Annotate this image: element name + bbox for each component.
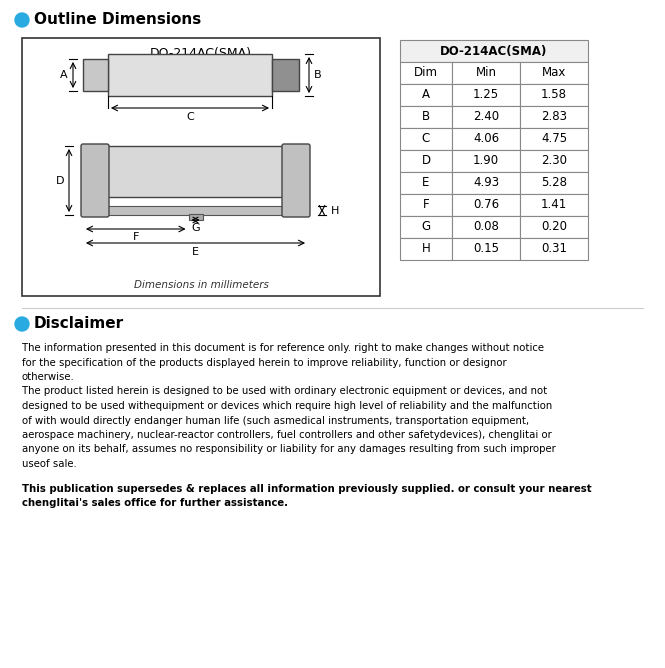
Text: G: G	[192, 223, 200, 233]
Text: 0.20: 0.20	[541, 220, 567, 234]
Bar	[400, 216, 452, 238]
Bar	[400, 40, 588, 62]
Text: designed to be used withequipment or devices which require high level of reliabi: designed to be used withequipment or dev…	[22, 401, 552, 411]
FancyBboxPatch shape	[81, 144, 109, 217]
Bar	[452, 150, 520, 172]
Text: D: D	[422, 154, 430, 168]
Bar	[520, 128, 588, 150]
Text: 4.93: 4.93	[473, 176, 499, 190]
Text: 5.28: 5.28	[541, 176, 567, 190]
Text: aerospace machinery, nuclear-reactor controllers, fuel controllers and other saf: aerospace machinery, nuclear-reactor con…	[22, 430, 552, 440]
Text: Min: Min	[475, 67, 497, 79]
Text: 0.08: 0.08	[473, 220, 499, 234]
Text: 0.76: 0.76	[473, 198, 499, 212]
Text: F: F	[132, 232, 139, 242]
Bar	[272, 59, 299, 91]
Text: 0.31: 0.31	[541, 242, 567, 255]
Bar	[83, 59, 108, 91]
Text: F: F	[423, 198, 430, 212]
Text: G: G	[422, 220, 430, 234]
Bar	[400, 62, 452, 84]
Text: H: H	[331, 206, 339, 216]
Bar	[400, 84, 452, 106]
Text: Max: Max	[542, 67, 566, 79]
Text: C: C	[422, 132, 430, 146]
Bar	[452, 238, 520, 260]
Bar	[520, 106, 588, 128]
Bar	[400, 128, 452, 150]
Bar	[188, 214, 203, 220]
Circle shape	[15, 317, 29, 331]
Text: A: A	[61, 70, 68, 80]
Text: of with would directly endanger human life (such asmedical instruments, transpor: of with would directly endanger human li…	[22, 415, 529, 426]
Text: 0.15: 0.15	[473, 242, 499, 255]
Circle shape	[15, 13, 29, 27]
Text: Disclaimer: Disclaimer	[34, 317, 124, 331]
Bar	[105, 146, 286, 197]
Text: 2.30: 2.30	[541, 154, 567, 168]
Text: H: H	[422, 242, 430, 255]
Bar	[400, 172, 452, 194]
Text: 2.83: 2.83	[541, 110, 567, 124]
Text: E: E	[422, 176, 430, 190]
Bar	[452, 194, 520, 216]
Text: The information presented in this document is for reference only. right to make : The information presented in this docume…	[22, 343, 544, 353]
Text: DO-214AC(SMA): DO-214AC(SMA)	[440, 45, 548, 57]
Text: 2.40: 2.40	[473, 110, 499, 124]
Text: 1.25: 1.25	[473, 88, 499, 102]
Bar	[520, 84, 588, 106]
Bar	[452, 62, 520, 84]
Text: B: B	[422, 110, 430, 124]
Text: D: D	[56, 176, 65, 186]
Bar	[520, 238, 588, 260]
Bar	[520, 216, 588, 238]
Text: chenglitai's sales office for further assistance.: chenglitai's sales office for further as…	[22, 498, 288, 508]
Bar	[452, 172, 520, 194]
Text: E: E	[192, 247, 199, 257]
Text: A: A	[422, 88, 430, 102]
Text: DO-214AC(SMA): DO-214AC(SMA)	[150, 47, 252, 61]
Bar	[452, 84, 520, 106]
Bar	[83, 206, 308, 215]
Text: 1.41: 1.41	[541, 198, 567, 212]
Text: useof sale.: useof sale.	[22, 459, 76, 469]
Text: Dim: Dim	[414, 67, 438, 79]
Bar	[400, 194, 452, 216]
FancyBboxPatch shape	[282, 144, 310, 217]
Text: Outline Dimensions: Outline Dimensions	[34, 13, 201, 27]
Bar	[520, 150, 588, 172]
Text: The product listed herein is designed to be used with ordinary electronic equipm: The product listed herein is designed to…	[22, 387, 547, 397]
Bar	[400, 150, 452, 172]
Text: for the specification of the products displayed herein to improve reliability, f: for the specification of the products di…	[22, 357, 507, 367]
Text: anyone on its behalf, assumes no responsibility or liability for any damages res: anyone on its behalf, assumes no respons…	[22, 444, 556, 454]
Text: 4.75: 4.75	[541, 132, 567, 146]
Bar	[452, 106, 520, 128]
Bar	[520, 194, 588, 216]
Text: This publication supersedes & replaces all information previously supplied. or c: This publication supersedes & replaces a…	[22, 484, 592, 494]
Bar	[520, 62, 588, 84]
Bar	[22, 38, 380, 296]
Bar	[452, 128, 520, 150]
Bar	[108, 54, 272, 96]
Text: otherwise.: otherwise.	[22, 372, 74, 382]
Bar	[520, 172, 588, 194]
Text: 1.90: 1.90	[473, 154, 499, 168]
Text: 1.58: 1.58	[541, 88, 567, 102]
Text: B: B	[314, 70, 322, 80]
Bar	[400, 238, 452, 260]
Text: 4.06: 4.06	[473, 132, 499, 146]
Bar	[452, 216, 520, 238]
Bar	[400, 106, 452, 128]
Text: C: C	[186, 112, 194, 122]
Text: Dimensions in millimeters: Dimensions in millimeters	[134, 280, 269, 290]
